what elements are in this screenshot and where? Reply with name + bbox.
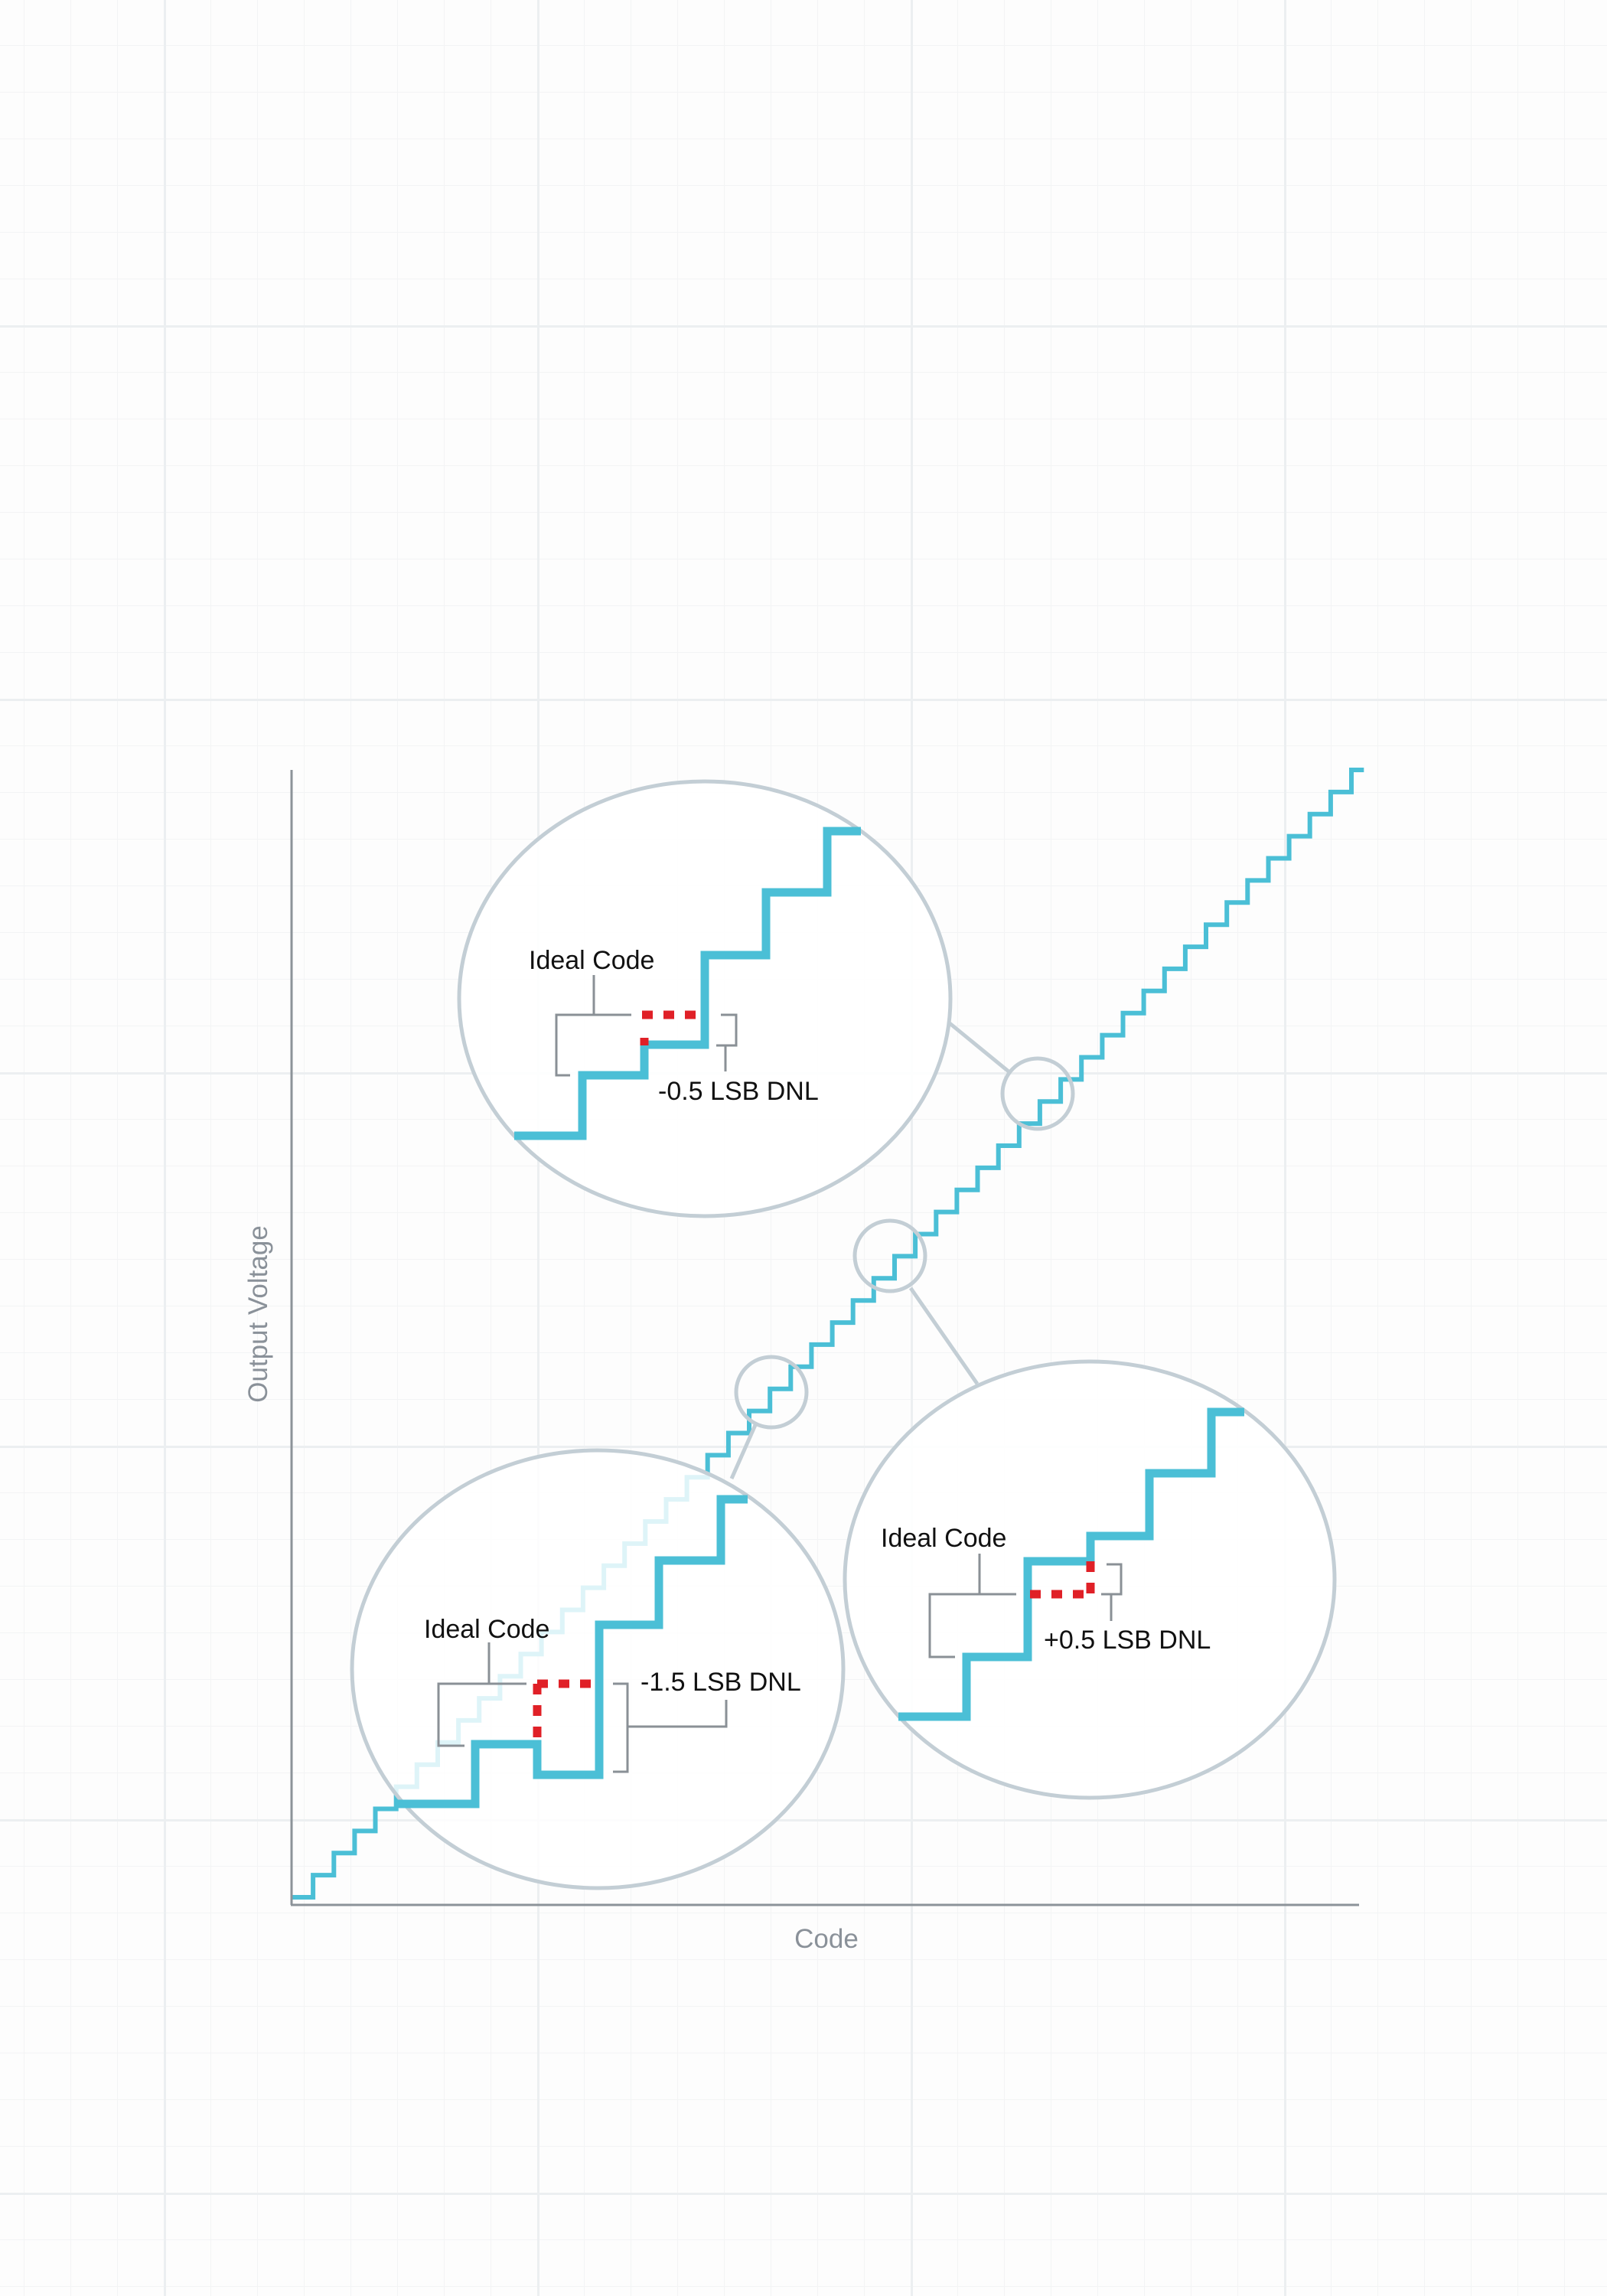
ideal-code-label: Ideal Code [881,1524,1006,1553]
zoomed-staircase [394,1495,748,1808]
magnifier-ellipse [843,1359,1337,1800]
x-axis-label: Code [794,1924,859,1954]
magnifier-spot-right [852,1218,927,1293]
dnl-bracket [613,1682,728,1773]
ideal-code-label: Ideal Code [529,946,654,975]
ideal-code-bracket [928,1554,1016,1658]
leader-line-right [908,1287,980,1385]
callout-right: Ideal Code +0.5 LSB DNL [843,1359,1337,1800]
zoomed-staircase [514,827,861,1140]
ideal-code-label: Ideal Code [424,1615,549,1644]
leader-line-bottom [729,1424,758,1480]
dnl-bracket [1101,1563,1123,1621]
dnl-label: +0.5 LSB DNL [1044,1626,1211,1655]
ideal-code-bracket [437,1642,526,1747]
magnifier-spot-top [1000,1056,1075,1131]
dnl-label: -1.5 LSB DNL [641,1668,801,1697]
leader-line-top [948,1022,1010,1073]
callout-top: Ideal Code -0.5 LSB DNL [457,779,953,1218]
dnl-label: -0.5 LSB DNL [658,1077,819,1106]
zoomed-staircase [898,1407,1244,1721]
dnl-bracket [716,1013,738,1071]
callout-bottom-left: Ideal Code -1.5 LSB DNL [350,1448,846,1890]
ideal-code-marker [1030,1561,1095,1599]
ideal-code-bracket [555,975,631,1077]
y-axis-label: Output Voltage [243,1225,273,1403]
ideal-code-marker [533,1679,597,1745]
magnifier-spot-bottom [734,1355,809,1430]
